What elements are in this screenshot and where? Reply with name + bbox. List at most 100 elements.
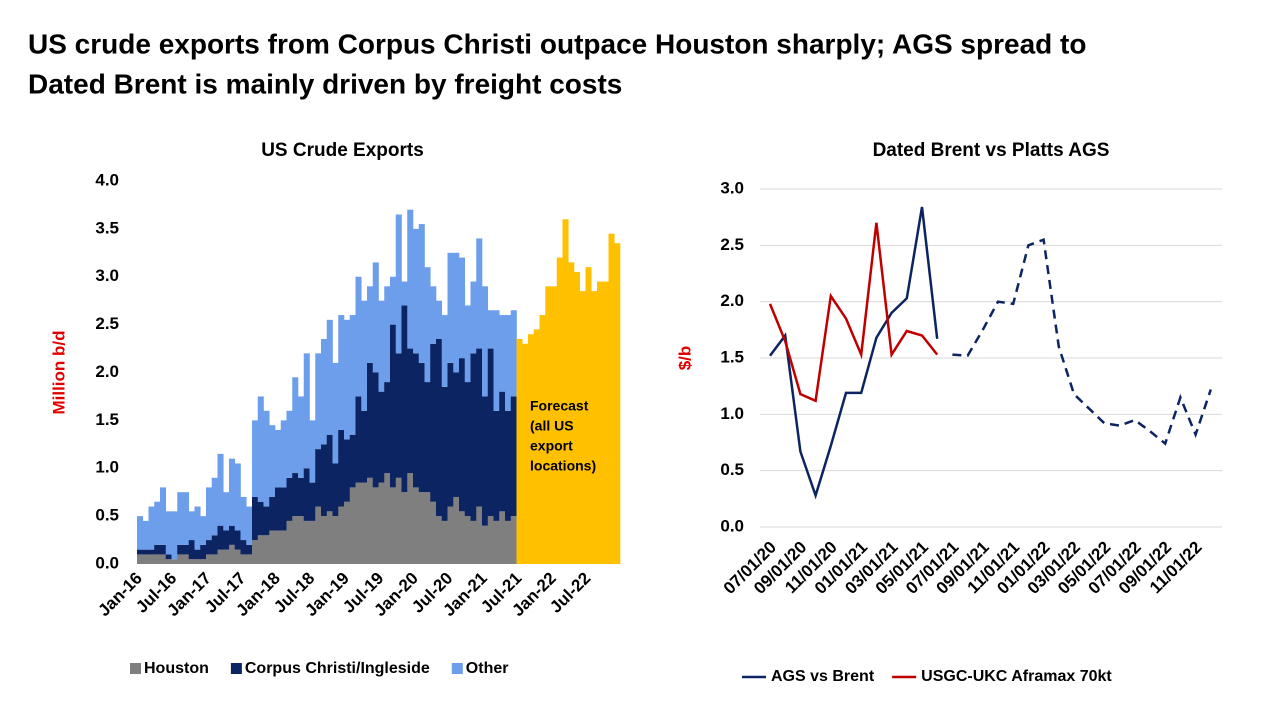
bar-segment xyxy=(459,358,466,512)
bar-segment xyxy=(447,252,454,363)
bar-segment xyxy=(361,300,368,411)
bar-segment xyxy=(493,520,500,564)
legend-swatch xyxy=(451,663,463,674)
bar-segment xyxy=(200,559,207,564)
forecast-bar xyxy=(539,315,546,564)
y-tick-label: 0.5 xyxy=(95,506,119,525)
bar-segment xyxy=(229,525,236,545)
bar-segment xyxy=(142,520,149,550)
bar-segment xyxy=(470,520,477,564)
bar-segment xyxy=(188,540,195,560)
bar-segment xyxy=(154,544,161,555)
bar-segment xyxy=(252,496,259,541)
forecast-bar xyxy=(608,233,615,564)
bar-segment xyxy=(361,482,368,564)
forecast-bar xyxy=(522,343,529,564)
bar-segment xyxy=(263,535,270,564)
bar-segment xyxy=(165,511,172,555)
bar-segment xyxy=(165,554,172,560)
bar-segment xyxy=(298,477,305,517)
bar-segment xyxy=(275,487,282,531)
bar-segment xyxy=(505,410,512,521)
bar-segment xyxy=(355,276,362,397)
bar-segment xyxy=(367,362,374,478)
bar-segment xyxy=(447,506,454,564)
forecast-bar xyxy=(585,267,592,564)
bar-segment xyxy=(309,420,316,483)
forecast-bar xyxy=(602,281,609,564)
bar-segment xyxy=(321,338,328,445)
bar-segment xyxy=(137,516,144,550)
bar-segment xyxy=(499,315,506,392)
bar-segment xyxy=(384,473,391,564)
bar-segment xyxy=(430,501,437,564)
bar-segment xyxy=(263,410,270,507)
bar-segment xyxy=(464,516,471,564)
bar-segment xyxy=(154,554,161,564)
bar-segment xyxy=(206,554,213,564)
legend-label: USGC-UKC Aframax 70kt xyxy=(921,668,1112,685)
bar-segment xyxy=(234,530,241,550)
bar-segment xyxy=(447,362,454,507)
bar-segment xyxy=(321,516,328,564)
bar-segment xyxy=(332,463,339,517)
legend-label: Houston xyxy=(144,660,209,677)
bar-segment xyxy=(303,520,310,564)
chart-title: Dated Brent vs Platts AGS xyxy=(873,140,1110,161)
bar-segment xyxy=(349,487,356,564)
bar-segment xyxy=(424,382,431,493)
bar-segment xyxy=(223,530,230,550)
bar-segment xyxy=(338,506,345,564)
bar-segment xyxy=(286,520,293,564)
y-tick-label: 2.0 xyxy=(95,362,119,381)
y-tick-label: 3.0 xyxy=(95,266,119,285)
bar-segment xyxy=(453,372,460,497)
bar-segment xyxy=(321,444,328,517)
bar-segment xyxy=(280,487,287,531)
bar-segment xyxy=(234,463,241,531)
forecast-bar xyxy=(614,243,621,565)
bar-segment xyxy=(476,506,483,564)
bar-segment xyxy=(499,511,506,564)
bar-segment xyxy=(257,396,264,502)
bar-segment xyxy=(430,343,437,502)
bar-segment xyxy=(154,501,161,545)
annotation: locations) xyxy=(530,458,596,474)
forecast-bar xyxy=(516,338,523,564)
bar-segment xyxy=(367,286,374,363)
bar-segment xyxy=(372,262,379,373)
bar-segment xyxy=(487,516,494,564)
bar-segment xyxy=(211,477,218,536)
bar-segment xyxy=(183,544,190,555)
bar-segment xyxy=(413,353,420,488)
bar-segment xyxy=(183,492,190,545)
forecast-bar xyxy=(574,271,581,564)
line-series xyxy=(769,206,939,500)
bar-segment xyxy=(160,544,167,555)
bar-segment xyxy=(338,315,345,430)
slide-title: Dated Brent is mainly driven by freight … xyxy=(28,68,622,99)
bar-segment xyxy=(137,549,144,555)
bar-segment xyxy=(194,549,201,560)
bar-segment xyxy=(263,506,270,536)
bar-segment xyxy=(286,477,293,521)
y-axis-label: Million b/d xyxy=(49,330,68,414)
bar-segment xyxy=(372,487,379,564)
bar-segment xyxy=(177,544,184,555)
bar-segment xyxy=(430,286,437,344)
bar-segment xyxy=(137,554,144,564)
bar-segment xyxy=(252,540,259,564)
line-series xyxy=(768,222,939,403)
bar-segment xyxy=(424,267,431,383)
bar-segment xyxy=(326,511,333,564)
bar-segment xyxy=(344,501,351,564)
forecast-bar xyxy=(528,334,535,564)
bar-segment xyxy=(211,554,218,564)
bar-segment xyxy=(223,549,230,564)
bar-segment xyxy=(142,549,149,555)
bar-segment xyxy=(493,410,500,521)
y-tick-label: 1.0 xyxy=(95,458,119,477)
bar-segment xyxy=(280,530,287,564)
legend-label: AGS vs Brent xyxy=(771,668,875,685)
bar-segment xyxy=(390,487,397,564)
